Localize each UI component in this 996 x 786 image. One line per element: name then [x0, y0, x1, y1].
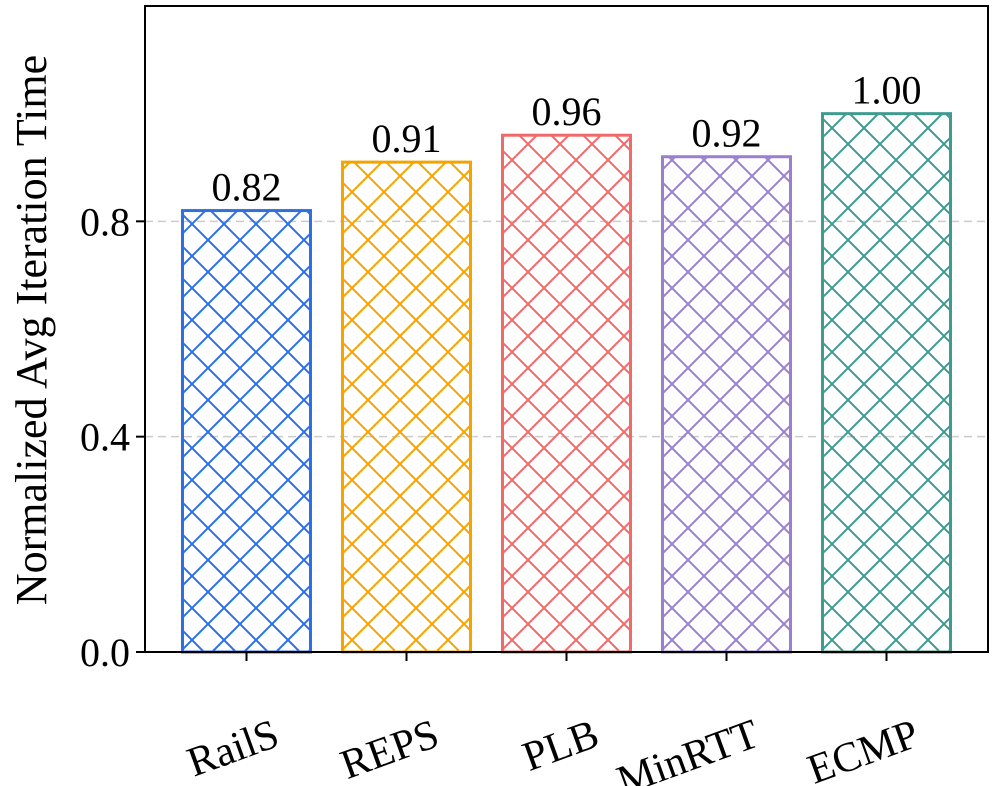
x-tick-label-minrtt: MinRTT [611, 711, 765, 786]
bar-minrtt [661, 155, 792, 654]
bar-reps [341, 160, 472, 654]
x-tick-label-rails: RailS [181, 711, 284, 786]
data-label-rails: 0.82 [212, 165, 282, 210]
x-tick-label-reps: REPS [335, 711, 445, 786]
bar-ecmp [821, 112, 952, 654]
data-label-reps: 0.91 [372, 116, 442, 161]
data-label-plb: 0.96 [532, 89, 602, 134]
x-tick-label-plb: PLB [517, 711, 605, 781]
data-label-minrtt: 0.92 [692, 111, 762, 156]
data-labels: 0.82 0.91 0.96 0.92 1.00 [212, 68, 922, 210]
data-label-ecmp: 1.00 [852, 68, 922, 113]
bar-plb [501, 133, 632, 654]
y-tick-label: 0.8 [80, 199, 130, 244]
bar-rails [181, 209, 312, 654]
bars [181, 112, 952, 654]
y-tick-label: 0.4 [80, 415, 130, 460]
y-tick-label: 0.0 [80, 630, 130, 675]
x-tick-label-ecmp: ECMP [802, 711, 925, 786]
y-axis-title: Normalized Avg Iteration Time [7, 55, 56, 605]
plot-frame [144, 5, 989, 653]
